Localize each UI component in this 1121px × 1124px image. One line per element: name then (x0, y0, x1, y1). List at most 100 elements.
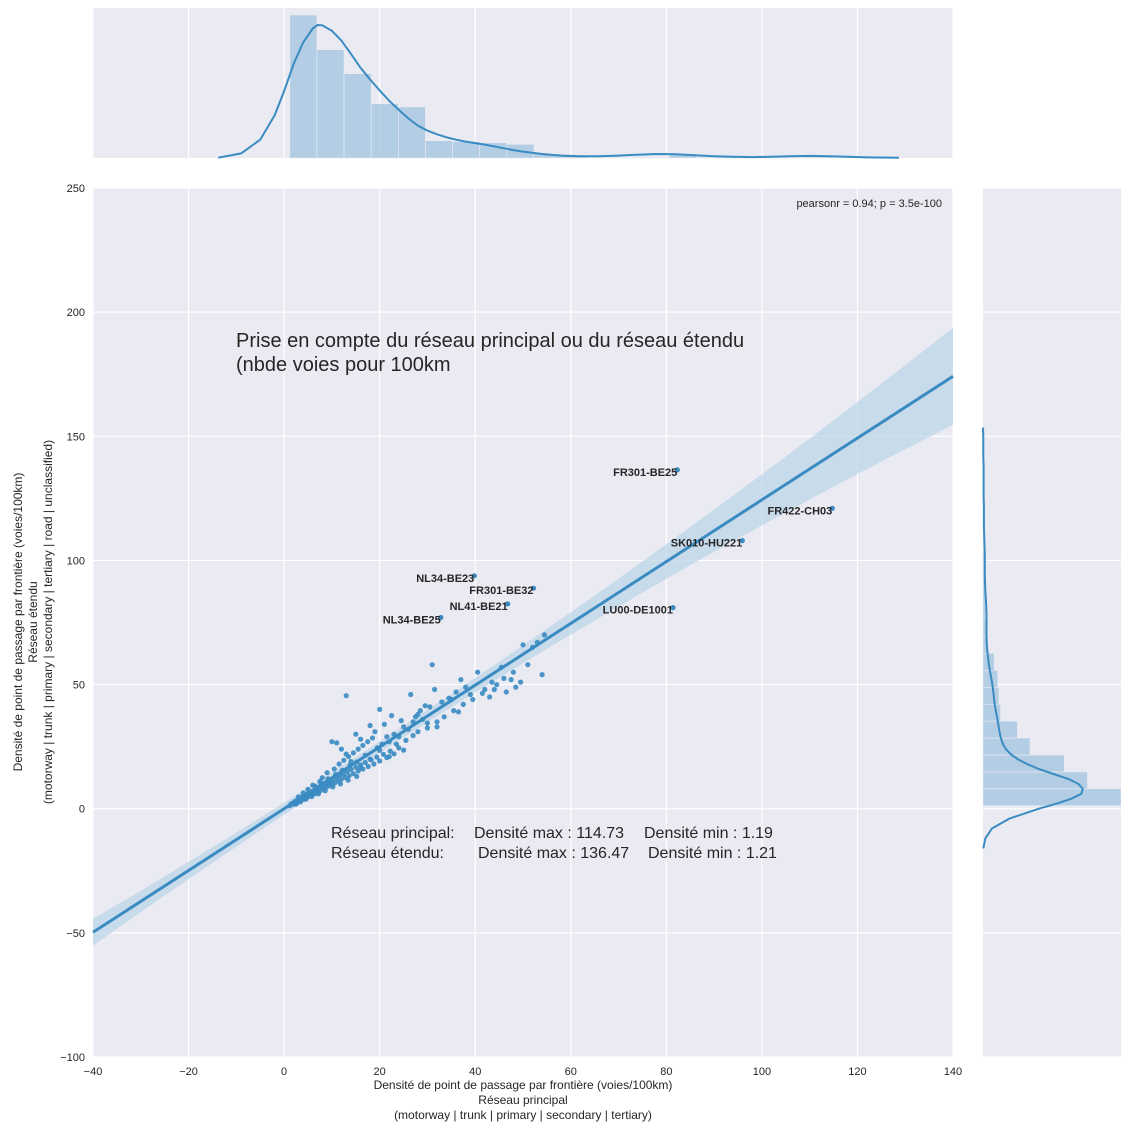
scatter-point (379, 741, 385, 747)
labeled-point (505, 601, 511, 607)
y-tick-label: −100 (60, 1052, 85, 1064)
scatter-point (410, 719, 416, 725)
scatter-point (539, 672, 545, 678)
scatter-point (341, 757, 347, 763)
labeled-points: FR301-BE25 FR422-CH03 SK010-HU221 NL34-BE23… (383, 467, 835, 627)
point-label: NL34-BE23 (416, 573, 474, 585)
scatter-point (339, 767, 345, 773)
scatter-point (410, 732, 416, 739)
top-histogram-bar (777, 157, 806, 159)
scatter-point (420, 716, 426, 722)
top-histogram-bar (316, 49, 345, 159)
point-label: NL41-BE21 (450, 601, 508, 613)
top-histogram-bar (289, 14, 318, 159)
point-label: NL34-BE25 (383, 615, 441, 627)
top-histogram-bar (805, 156, 833, 159)
top-histogram-bar (343, 73, 372, 159)
y-axis-label: Densité de point de passage par frontièr… (11, 440, 55, 804)
labeled-point (829, 505, 835, 511)
scatter-point (367, 722, 373, 729)
point-label: LU00-DE1001 (603, 605, 673, 617)
scatter-point (424, 725, 430, 731)
scatter-point (353, 731, 359, 737)
right-marginal-background (983, 188, 1121, 1057)
scatter-point (353, 764, 359, 770)
top-marginal-grid (92, 8, 954, 158)
top-marginal-kde-curve (218, 23, 900, 159)
scatter-point (417, 708, 423, 714)
scatter-point (525, 662, 531, 668)
scatter-point (350, 750, 356, 756)
labeled-point (530, 585, 537, 591)
scatter-point (331, 766, 337, 772)
y-axis-label-line1: Densité de point de passage par frontièr… (11, 473, 25, 772)
top-histogram-bar (587, 157, 616, 159)
scatter-point (398, 718, 404, 724)
density-reseau-principal-label: Réseau principal: (331, 825, 455, 842)
y-tick-label: 250 (67, 183, 85, 195)
scatter-point (387, 748, 393, 754)
right-histogram-bar (982, 737, 1031, 756)
scatter-point (369, 735, 376, 741)
right-histogram-bar (982, 788, 1121, 806)
right-marginal-kde-curve (982, 427, 1084, 849)
x-tick-label: 40 (469, 1066, 481, 1078)
scatter-point (329, 739, 335, 745)
scatter-point (384, 734, 390, 740)
right-marginal-panel (982, 187, 1121, 1058)
scatter-point (475, 669, 481, 675)
y-axis-label-line2: Réseau étendu (26, 581, 40, 662)
scatter-point (434, 719, 440, 725)
x-axis-label-line1: Densité de point de passage par frontièr… (374, 1078, 673, 1092)
scatter-point (322, 788, 328, 794)
scatter-point (467, 691, 473, 698)
regression-line (92, 375, 954, 934)
scatter-point (501, 675, 507, 682)
scatter-point (346, 773, 352, 779)
scatter-point (386, 739, 392, 745)
y-tick-label: 200 (67, 307, 85, 319)
top-histogram-bar (397, 106, 426, 159)
density-reseau-principal-min: Densité min : 1.19 (644, 825, 773, 842)
scatter-point (424, 720, 430, 726)
scatter-point (441, 714, 447, 720)
y-tick-label: 100 (67, 555, 85, 567)
scatter-point (434, 724, 440, 730)
scatter-point (295, 794, 301, 800)
scatter-point (429, 662, 435, 668)
labeled-point (739, 538, 745, 544)
scatter-point (401, 724, 407, 730)
scatter-point (305, 786, 311, 792)
main-scatter-panel: FR301-BE25 FR422-CH03 SK010-HU221 NL34-BE23… (60, 183, 962, 1078)
scatter-point (312, 783, 318, 790)
top-marginal-histogram (289, 14, 833, 159)
x-axis-label-line3: (motorway | trunk | primary | secondary … (394, 1108, 652, 1122)
scatter-points (287, 632, 548, 809)
right-histogram-bar (982, 686, 1000, 705)
scatter-point (318, 780, 324, 787)
scatter-point (377, 747, 383, 754)
x-tick-label: 80 (660, 1066, 672, 1078)
scatter-point (371, 761, 377, 767)
scatter-point (455, 709, 462, 715)
x-tick-label: −20 (179, 1066, 198, 1078)
scatter-point (513, 684, 519, 690)
scatter-point (408, 691, 414, 698)
labeled-point (438, 614, 444, 621)
top-histogram-bar (615, 157, 643, 159)
scatter-point (432, 686, 438, 693)
scatter-point (293, 801, 299, 807)
top-marginal-background (93, 8, 953, 158)
scatter-point (297, 799, 303, 805)
x-tick-label: −40 (84, 1066, 103, 1078)
scatter-point (336, 761, 342, 767)
scatter-point (470, 696, 476, 703)
axis-tick-labels: −40 −20 0 20 40 60 80 100 120 140 −100 −50 0 50 100 150… (60, 183, 962, 1078)
x-tick-label: 120 (848, 1066, 866, 1078)
scatter-point (344, 769, 350, 775)
scatter-point (377, 758, 383, 764)
x-tick-label: 60 (565, 1066, 577, 1078)
scatter-point (319, 775, 325, 781)
scatter-point (487, 694, 493, 700)
scatter-point (365, 763, 371, 770)
